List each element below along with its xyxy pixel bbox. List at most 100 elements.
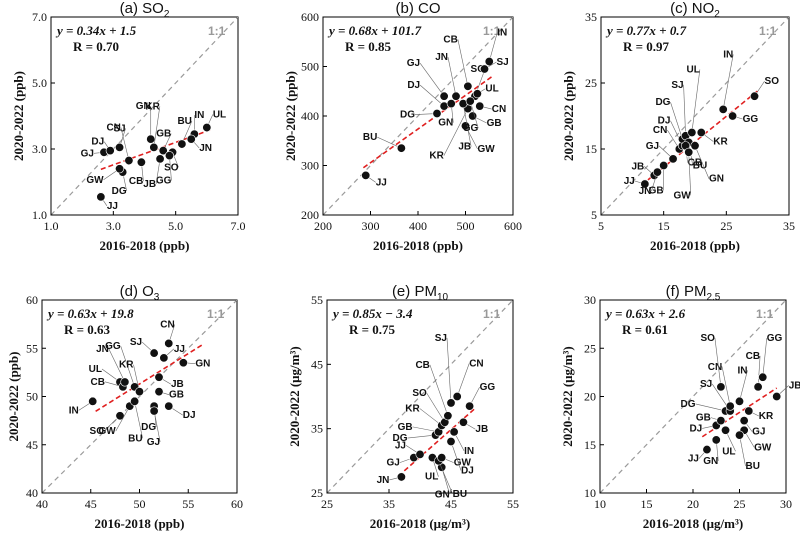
point-label: SO: [765, 76, 780, 87]
point-label: BU: [177, 116, 191, 127]
data-point-gg: [465, 401, 475, 411]
point-label: CB: [443, 34, 457, 45]
point-label: KR: [429, 151, 444, 162]
fit-equation: y = 0.63x + 2.6: [604, 306, 686, 321]
point-label: BU: [363, 132, 377, 143]
panel-title: (b) CO: [396, 0, 441, 17]
point-label: CN: [653, 125, 667, 136]
x-tick-label: 35: [783, 219, 795, 233]
data-point-jb: [458, 417, 468, 427]
data-point-in: [718, 104, 728, 114]
leader-line: [133, 364, 140, 392]
y-tick-label: 60: [26, 293, 38, 307]
data-point-gg: [728, 111, 738, 121]
panel-3: 5 15 25 35 5 15 25 35 (c) NO2 2016-2018 (ppb) 2020…: [561, 0, 795, 253]
y-tick-label: 15: [585, 142, 597, 156]
data-point-sj: [479, 64, 489, 74]
point-label: CN: [160, 319, 174, 330]
point-label: DG: [681, 399, 696, 410]
data-point-jb: [772, 391, 782, 401]
point-label: GN: [435, 489, 450, 500]
point-label: CB: [688, 158, 702, 169]
one-to-one-label: 1:1: [759, 24, 777, 38]
x-axis-label: 2016-2018 (μg/m³): [370, 516, 470, 531]
leader-line: [450, 441, 462, 471]
y-tick-label: 10: [584, 486, 596, 500]
data-point-jj: [361, 170, 371, 180]
point-label: JN: [199, 143, 212, 154]
leader-line: [739, 370, 748, 402]
point-label: JB: [631, 161, 644, 172]
point-label: GJ: [407, 58, 420, 69]
point-label: GW: [99, 426, 117, 437]
one-to-one-label: 1:1: [483, 24, 501, 38]
point-label: GJ: [81, 148, 94, 159]
point-label: GG: [480, 382, 496, 393]
point-label: JJ: [174, 344, 185, 355]
data-point-gj: [439, 91, 449, 101]
panel-title: (e) PM10: [392, 283, 449, 303]
point-label: GW: [674, 190, 692, 201]
point-label: JN: [435, 52, 448, 63]
point-label: BU: [693, 160, 707, 171]
leader-line: [714, 337, 722, 387]
point-label: GB: [169, 390, 184, 401]
data-point-jj: [415, 449, 425, 459]
point-label: GG: [105, 341, 121, 352]
leader-line: [429, 364, 449, 416]
data-point-in: [484, 57, 494, 67]
data-point-jj: [640, 179, 650, 189]
fit-line: [95, 343, 204, 412]
y-tick-label: 500: [301, 60, 319, 74]
y-tick-label: 600: [301, 10, 319, 24]
x-tick-label: 15: [641, 497, 653, 511]
leader-line: [419, 63, 445, 97]
leader-line: [438, 460, 453, 494]
x-tick-label: 55: [182, 497, 194, 511]
data-point-gj: [149, 406, 159, 416]
point-label: KR: [119, 360, 134, 371]
point-label: DJ: [461, 466, 474, 477]
point-label: UL: [89, 364, 102, 375]
data-point-gw: [115, 164, 125, 174]
x-tick-label: 35: [383, 497, 395, 511]
data-point-so: [716, 382, 726, 392]
point-label: IN: [69, 405, 79, 416]
data-point-dj: [446, 437, 456, 447]
data-point-gn: [146, 134, 156, 144]
correlation-r: R = 0.63: [64, 322, 111, 337]
data-point-in: [734, 396, 744, 406]
point-label: JJ: [376, 177, 387, 188]
data-point-cn: [164, 338, 174, 348]
plot-frame: [600, 16, 790, 216]
data-point-gw: [437, 453, 447, 463]
point-label: GN: [136, 101, 151, 112]
x-tick-label: 15: [658, 219, 670, 233]
point-label: GG: [767, 333, 783, 344]
leader-line: [722, 54, 734, 110]
data-point-cn: [452, 391, 462, 401]
y-tick-label: 1.0: [32, 208, 47, 222]
y-tick-label: 200: [301, 208, 319, 222]
y-tick-label: 55: [26, 341, 38, 355]
leader-line: [446, 337, 452, 403]
point-label: CB: [129, 176, 143, 187]
x-axis-label: 2016-2018 (ppb): [373, 238, 463, 253]
leader-line: [447, 57, 457, 97]
point-label: KR: [405, 403, 420, 414]
point-label: UL: [213, 110, 226, 121]
point-label: JJ: [624, 176, 635, 187]
y-axis-label: 2020-2022 (ppb): [561, 71, 576, 161]
fit-line: [362, 76, 493, 169]
x-tick-label: 600: [504, 219, 522, 233]
data-point-gb: [154, 387, 164, 397]
leader-line: [488, 32, 498, 62]
data-point-bu: [130, 396, 140, 406]
correlation-r: R = 0.70: [73, 39, 119, 54]
y-axis-label: 2020-2022 (ppb): [11, 71, 26, 161]
data-point-dj: [164, 401, 174, 411]
point-label: DG: [141, 422, 156, 433]
fit-line: [641, 90, 759, 186]
data-point-gg: [164, 151, 174, 161]
data-point-jn: [451, 91, 461, 101]
